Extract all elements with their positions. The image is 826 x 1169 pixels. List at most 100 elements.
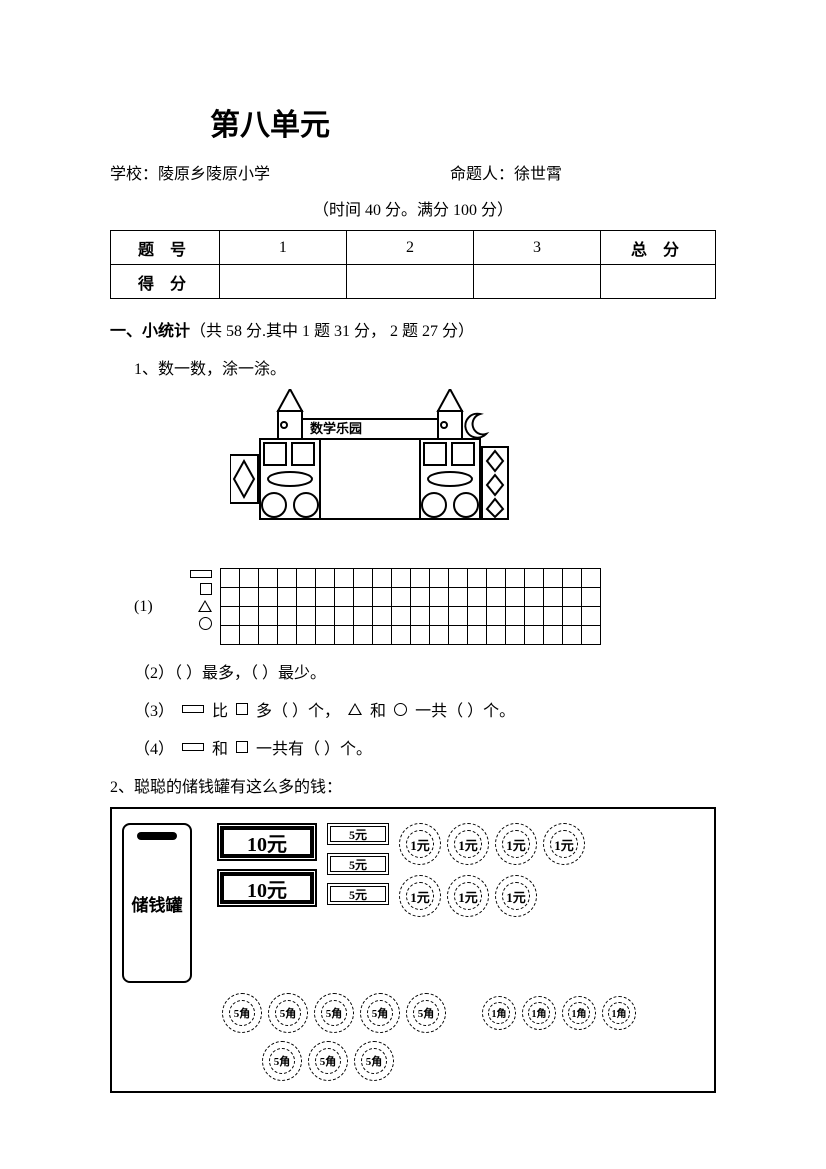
grid-cell — [544, 569, 563, 588]
bill-10yuan: 10元 — [217, 823, 317, 861]
coin-1jiao: 1角 — [522, 996, 556, 1030]
coin-1jiao: 1角 — [482, 996, 516, 1030]
grid-cell — [525, 626, 544, 645]
rect-wide-icon — [182, 743, 204, 751]
sub3-mid2: 多（ ）个， — [256, 697, 340, 721]
q1-sub2: （2）（ ）最多，（ ）最少。 — [134, 659, 716, 683]
coin-1yuan: 1元 — [447, 875, 489, 917]
time-limit: （时间 40 分。满分 100 分） — [110, 196, 716, 220]
sub2-text: （2）（ ）最多，（ ）最少。 — [134, 659, 326, 683]
grid-cell — [354, 607, 373, 626]
bill-5yuan: 5元 — [327, 853, 389, 875]
circle-icon — [394, 703, 407, 716]
square-icon — [200, 583, 212, 595]
grid-cell — [297, 569, 316, 588]
piggy-jar: 储钱罐 — [122, 823, 192, 983]
coin-5jiao: 5角 — [360, 993, 400, 1033]
bill-5yuan: 5元 — [327, 883, 389, 905]
coin-5jiao: 5角 — [222, 993, 262, 1033]
grid-cell — [468, 626, 487, 645]
sub3-mid1: 比 — [212, 697, 228, 721]
grid-cell — [411, 607, 430, 626]
castle-svg: 数学乐园 — [230, 389, 570, 549]
q1-sub1: (1) — [134, 568, 716, 645]
grid-cell — [506, 626, 525, 645]
square-icon — [236, 703, 248, 715]
score-blank — [219, 265, 346, 299]
coin-5jiao: 5角 — [262, 1041, 302, 1081]
grid-cell — [278, 569, 297, 588]
grid-cell — [430, 626, 449, 645]
grid-cell — [449, 607, 468, 626]
coin-5jiao: 5角 — [406, 993, 446, 1033]
grid-cell — [373, 607, 392, 626]
grid-cell — [373, 588, 392, 607]
score-row2-label: 得 分 — [111, 265, 220, 299]
grid-cell — [563, 607, 582, 626]
grid-cell — [259, 569, 278, 588]
jar-label: 储钱罐 — [132, 891, 183, 916]
score-col-1: 1 — [219, 231, 346, 265]
grid-cell — [297, 588, 316, 607]
grid-cell — [525, 569, 544, 588]
grid-cell — [221, 607, 240, 626]
coin-1yuan: 1元 — [399, 875, 441, 917]
grid-cell — [240, 588, 259, 607]
square-icon — [236, 741, 248, 753]
bill-5yuan: 5元 — [327, 823, 389, 845]
grid-cell — [373, 626, 392, 645]
coins-5jiao-row1: 5角5角5角5角5角 — [222, 993, 446, 1033]
q2-heading: 2、聪聪的储钱罐有这么多的钱： — [110, 773, 716, 797]
grid-cell — [525, 588, 544, 607]
coins-1yuan-row2: 1元1元1元 — [399, 875, 585, 917]
grid-cell — [487, 626, 506, 645]
q1-label: 1、数一数，涂一涂。 — [134, 355, 716, 379]
coins-1jiao-row1: 1角1角1角1角 — [482, 996, 636, 1030]
grid-cell — [335, 607, 354, 626]
bill-10yuan: 10元 — [217, 869, 317, 907]
coins-1yuan-row1: 1元1元1元1元 — [399, 823, 585, 865]
grid-cell — [354, 626, 373, 645]
coin-5jiao: 5角 — [268, 993, 308, 1033]
sub4-mid: 和 — [212, 735, 228, 759]
grid-cell — [259, 607, 278, 626]
castle-figure: 数学乐园 — [230, 389, 716, 554]
grid-cell — [468, 588, 487, 607]
sub3-suffix: 一共（ ）个。 — [415, 697, 515, 721]
grid-cell — [449, 626, 468, 645]
grid-cell — [335, 588, 354, 607]
grid-cell — [487, 569, 506, 588]
coin-5jiao: 5角 — [314, 993, 354, 1033]
coin-5jiao: 5角 — [354, 1041, 394, 1081]
grid-cell — [221, 626, 240, 645]
grid-cell — [430, 588, 449, 607]
grid-cell — [278, 607, 297, 626]
grid-cell — [506, 607, 525, 626]
bills-5-group: 5元 5元 5元 — [327, 823, 389, 905]
grid-cell — [240, 607, 259, 626]
score-col-label: 题 号 — [111, 231, 220, 265]
score-blank — [473, 265, 600, 299]
sub3-prefix: （3） — [134, 697, 174, 721]
grid-cell — [278, 626, 297, 645]
coin-5jiao: 5角 — [308, 1041, 348, 1081]
sub4-suffix: 一共有（ ）个。 — [256, 735, 372, 759]
grid-cell — [468, 569, 487, 588]
score-blank — [346, 265, 473, 299]
grid-cell — [240, 626, 259, 645]
grid-cell — [354, 588, 373, 607]
bills-10-group: 10元10元 — [217, 823, 317, 907]
grid-cell — [487, 588, 506, 607]
author-label: 命题人： — [450, 166, 514, 183]
grid-cell — [544, 607, 563, 626]
grid-cell — [297, 626, 316, 645]
circle-icon — [199, 617, 212, 630]
grid-cell — [449, 569, 468, 588]
grid-cell — [411, 588, 430, 607]
q1-sub3: （3） 比 多（ ）个， 和 一共（ ）个。 — [134, 697, 716, 721]
grid-cell — [316, 607, 335, 626]
grid-cell — [525, 607, 544, 626]
grid-cell — [430, 607, 449, 626]
grid-cell — [392, 569, 411, 588]
info-row: 学校：陵原乡陵原小学 命题人：徐世霄 — [110, 160, 716, 184]
